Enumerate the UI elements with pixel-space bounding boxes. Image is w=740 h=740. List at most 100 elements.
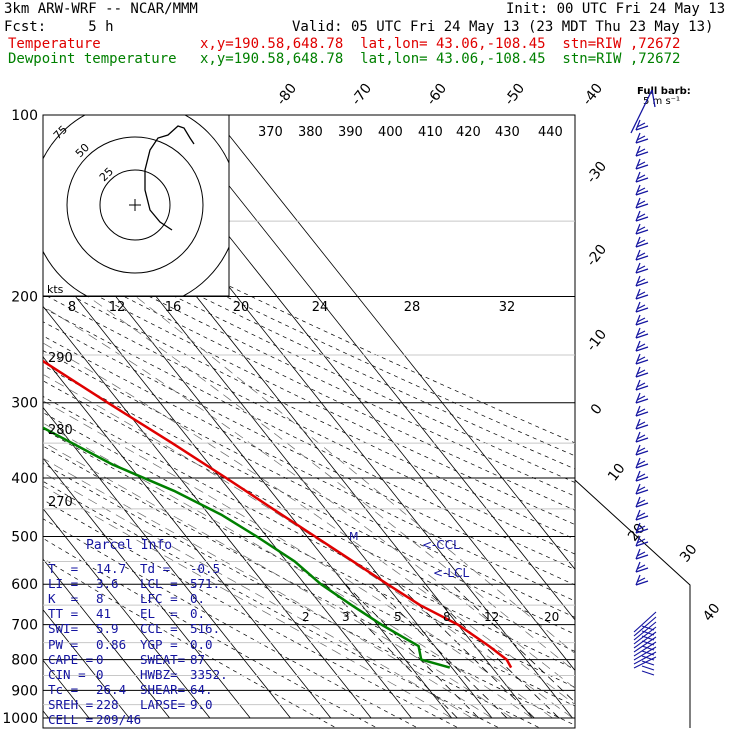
dry-adiabat — [43, 412, 575, 688]
isotherm-line — [43, 255, 412, 719]
dry-adiabat — [43, 445, 575, 726]
barb-staff — [635, 119, 641, 131]
barb-feather — [636, 447, 646, 453]
speed-label: 16 — [165, 300, 182, 315]
wind-barb — [635, 574, 649, 586]
mixing-ratio-label: 20 — [544, 610, 559, 624]
speed-label: 24 — [312, 300, 329, 315]
speed-label: 12 — [109, 300, 126, 315]
speed-label: 20 — [233, 300, 250, 315]
barb-feather — [636, 551, 646, 557]
barb-staff — [635, 210, 641, 222]
parcel-param-name: LFC = — [140, 591, 178, 607]
barb-feather — [635, 216, 649, 222]
wind-barb — [635, 470, 649, 482]
wind-barb — [635, 145, 649, 157]
parcel-param-value: 0.0 — [190, 636, 213, 652]
barb-feather — [635, 177, 649, 183]
barb-staff — [635, 249, 641, 261]
isotherm-label: -50 — [502, 81, 529, 109]
mixing-ratio-label: 12 — [484, 610, 499, 624]
barb-staff — [635, 548, 641, 560]
barb-staff — [635, 353, 641, 365]
init-time: Init: 00 UTC Fri 24 May 13 — [506, 1, 726, 17]
wind-barb — [635, 223, 649, 235]
barb-feather — [635, 281, 649, 287]
barb-feather — [635, 385, 649, 391]
wind-barb — [635, 457, 649, 469]
theta-label: 410 — [418, 125, 443, 140]
dry-adiabat — [43, 518, 419, 728]
dry-adiabat — [43, 205, 575, 457]
barb-feather — [636, 460, 646, 466]
plot-extension — [574, 479, 691, 728]
parcel-param-name: SREH = — [48, 696, 94, 712]
theta-label: 430 — [495, 125, 520, 140]
pressure-tick-label: 300 — [11, 396, 38, 412]
parcel-param-value: 8 — [96, 591, 104, 607]
parcel-param-name: Tc = — [48, 681, 79, 697]
theta-label: 370 — [258, 125, 283, 140]
barb-feather — [636, 291, 646, 297]
barb-staff — [635, 431, 641, 443]
parcel-param-name: TT = — [48, 606, 79, 622]
pressure-tick-label: 200 — [11, 290, 38, 306]
isotherm-label: -70 — [349, 81, 376, 109]
parcel-param-value: 3352. — [190, 666, 228, 682]
barb-legend-value: 5 m s⁻¹ — [643, 96, 680, 107]
wind-barb — [635, 405, 649, 417]
theta-label: 440 — [538, 125, 563, 140]
barb-feather — [635, 489, 649, 495]
parcel-param-name: K = — [48, 591, 79, 607]
barb-staff — [635, 509, 641, 521]
barb-feather — [636, 577, 646, 583]
barb-staff — [635, 405, 641, 417]
parcel-param-value: 26.4 — [96, 681, 127, 697]
barb-feather — [635, 125, 649, 131]
barb-feather — [635, 320, 649, 326]
mixing-ratio-label: 3 — [342, 610, 350, 624]
barb-staff — [635, 574, 641, 586]
pressure-tick-label: 600 — [11, 577, 38, 593]
temperature-location: x,y=190.58,648.78 lat,lon= 43.06,-108.45… — [200, 36, 681, 52]
parcel-info-title: Parcel Info — [86, 538, 173, 553]
barb-feather — [636, 395, 646, 401]
mixing-ratio-line — [420, 583, 560, 719]
barb-feather — [635, 398, 649, 404]
m-marker: M — [349, 530, 359, 543]
barb-feather — [635, 359, 649, 365]
wind-barb — [635, 340, 649, 352]
parcel-param-value: 87 — [190, 651, 206, 667]
barb-feather — [636, 213, 646, 219]
wind-barb — [635, 275, 649, 287]
barb-staff — [635, 236, 641, 248]
mixing-ratio-label: 2 — [302, 610, 310, 624]
parcel-param-value: 41 — [96, 606, 112, 622]
wind-barb — [635, 197, 649, 209]
barb-staff — [635, 197, 641, 209]
barb-feather — [635, 307, 649, 313]
theta-label: 290 — [48, 351, 73, 366]
barb-staff — [635, 444, 641, 456]
wind-barb — [635, 301, 649, 313]
wind-barb — [635, 327, 649, 339]
barb-staff — [633, 646, 657, 661]
wind-barb — [635, 483, 649, 495]
barb-feather — [636, 239, 646, 245]
barb-staff — [635, 171, 641, 183]
barb-staff — [635, 418, 641, 430]
wind-barb — [635, 496, 649, 508]
lcl-marker: <-LCL — [433, 566, 469, 580]
wind-barb — [635, 561, 649, 573]
barb-feather — [635, 268, 649, 274]
barb-staff — [635, 223, 641, 235]
dewpoint-profile-line — [43, 426, 451, 669]
parcel-param-value: 5.9 — [96, 621, 119, 637]
parcel-param-value: 571. — [190, 576, 221, 592]
dry-adiabats — [43, 193, 575, 728]
wind-barb — [635, 119, 649, 131]
wind-barb — [635, 392, 649, 404]
isotherm-line — [172, 115, 575, 621]
speed-label: 32 — [499, 300, 516, 315]
wind-barb — [635, 353, 649, 365]
